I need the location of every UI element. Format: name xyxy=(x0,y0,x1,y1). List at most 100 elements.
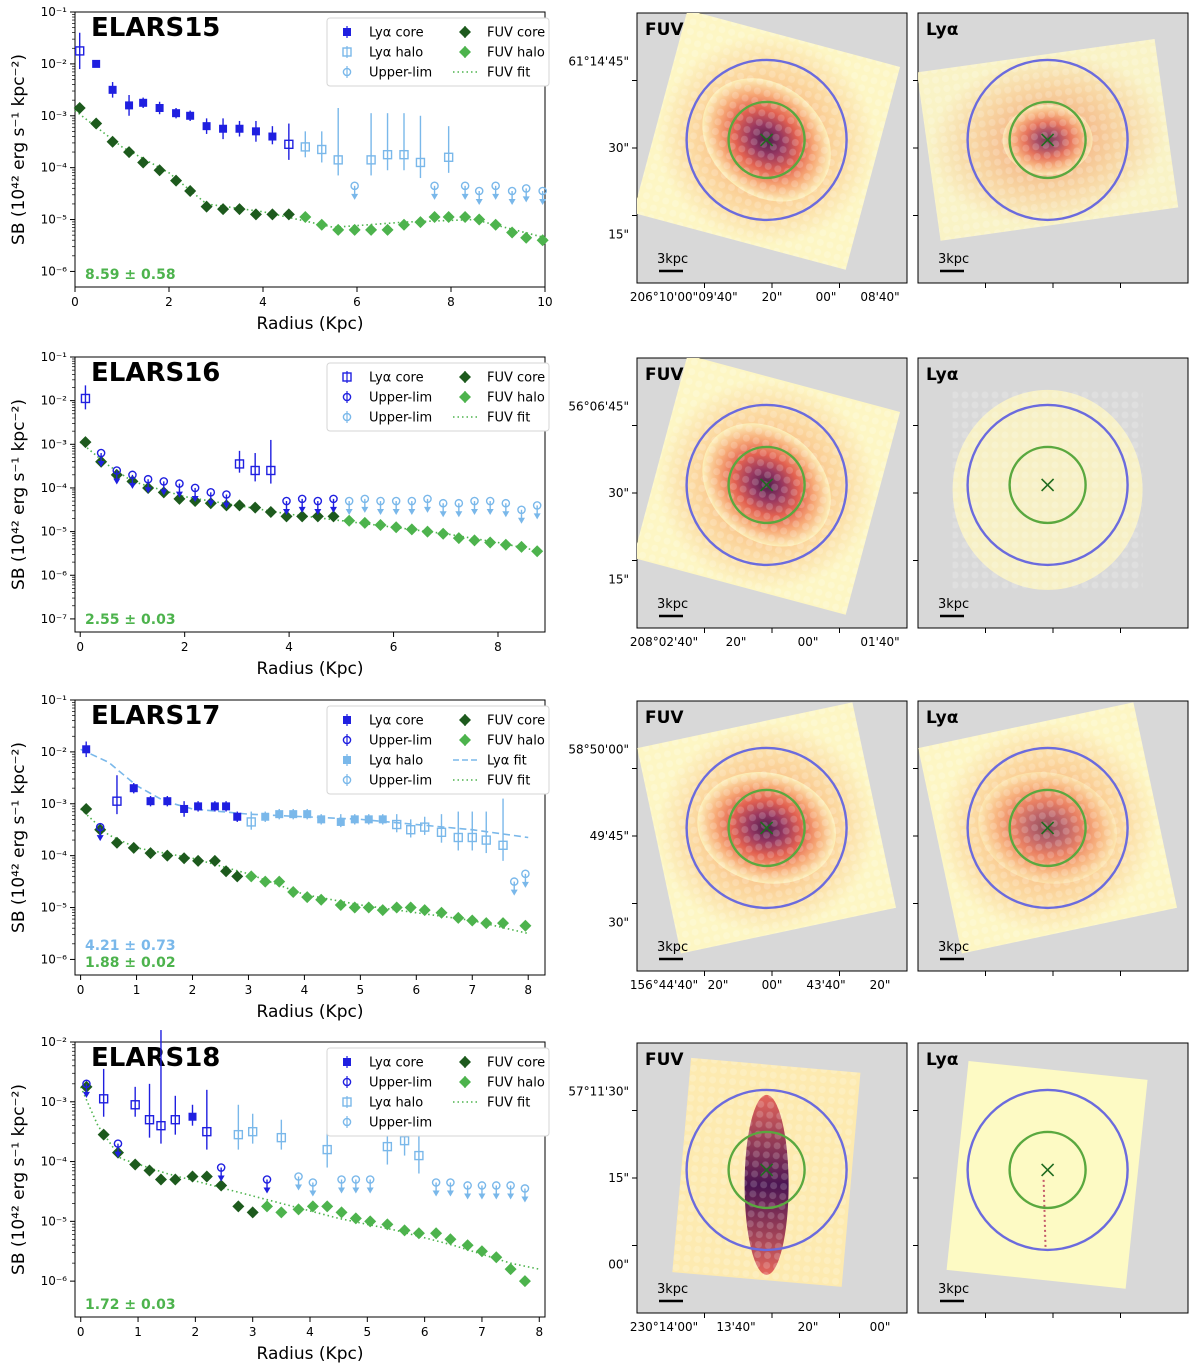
fuv-halo-point xyxy=(349,1212,362,1225)
lya-core-point xyxy=(139,98,148,107)
legend-label: FUV core xyxy=(487,1056,545,1071)
upper-limit-point xyxy=(446,1178,455,1187)
fuv-halo-point xyxy=(335,1206,348,1219)
x-tick-label: 3 xyxy=(249,1325,257,1339)
center-marker xyxy=(760,821,774,835)
upper-limit-point xyxy=(95,822,105,832)
upper-limit-point xyxy=(222,490,231,499)
lya-map-title: Lyα xyxy=(926,20,958,40)
lya-halo-point xyxy=(322,1144,332,1155)
x-tick-label: 4 xyxy=(259,295,267,309)
fuv-core-point xyxy=(110,836,123,849)
y-tick-label: 10⁻³ xyxy=(41,797,68,811)
lya-halo-point xyxy=(366,155,376,165)
upper-limit-point xyxy=(190,483,200,493)
upper-limit-point xyxy=(96,448,106,458)
lya-halo-point xyxy=(303,810,312,819)
galaxy-title: ELARS18 xyxy=(91,1043,220,1073)
legend-box xyxy=(326,362,550,432)
legend-box xyxy=(326,1047,550,1137)
lya-core-point xyxy=(202,122,211,131)
upper-limit-arrowhead xyxy=(522,196,530,203)
fuv-halo-point xyxy=(480,917,493,930)
x-tick-label: 6 xyxy=(412,983,420,997)
map-ra-label: 156°44'40" xyxy=(630,978,698,992)
fuv-core-point xyxy=(249,501,262,514)
fuv-halo-point xyxy=(275,1206,288,1219)
x-tick-label: 4 xyxy=(301,983,309,997)
upper-limit-arrowhead xyxy=(392,509,400,516)
legend-label: Lyα halo xyxy=(369,46,423,61)
scale-bar-label: 3kpc xyxy=(657,1282,688,1297)
x-tick-label: 2 xyxy=(181,640,189,654)
fuv-halo-point xyxy=(531,545,544,558)
legend-label: Lyα core xyxy=(369,1056,424,1071)
fuv-halo-point xyxy=(315,218,328,231)
map-dec-label: 30" xyxy=(608,141,629,155)
lya-halo-point xyxy=(399,1135,410,1146)
fuv-halo-point xyxy=(376,904,389,917)
lya-core-point xyxy=(112,796,122,806)
map-ra-label: 43'40" xyxy=(806,978,845,992)
fuv-core-point xyxy=(186,1170,199,1183)
outer-aperture-circle xyxy=(685,746,848,910)
upper-limit-arrowhead xyxy=(424,506,431,513)
y-tick-label: 10⁻⁶ xyxy=(41,264,68,278)
upper-limit-point xyxy=(521,869,530,879)
upper-limit-arrowhead xyxy=(533,513,541,520)
x-tick-label: 7 xyxy=(468,983,476,997)
outer-aperture-circle xyxy=(966,403,1129,567)
upper-limit-point xyxy=(82,1079,91,1089)
lya-core-point xyxy=(180,804,189,813)
upper-limit-point xyxy=(297,494,307,504)
scale-bar-label: 3kpc xyxy=(657,597,688,612)
lya-halo-point xyxy=(382,1141,393,1152)
upper-limit-arrowhead xyxy=(439,511,447,518)
lya-core-point xyxy=(125,101,134,110)
y-tick-label: 10⁻³ xyxy=(41,437,68,451)
fuv-halo-point xyxy=(287,885,300,898)
legend-label: Lyα core xyxy=(369,714,424,729)
sb-profile-plot: 0 2 4 6 8 10 10⁻⁶ 10⁻⁵ 10⁻⁴ 10⁻³ 10⁻² 10⁻¹ Radius (K… xyxy=(9,5,553,334)
map-dec-label: 61°14'45" xyxy=(568,55,629,69)
x-tick-label: 8 xyxy=(494,640,502,654)
fuv-halo-point xyxy=(390,521,403,534)
x-tick-label: 2 xyxy=(165,295,173,309)
legend-swatch xyxy=(459,714,471,726)
legend-swatch xyxy=(343,1058,351,1066)
upper-limit-arrowhead xyxy=(96,835,104,842)
map-ra-label: 13'40" xyxy=(716,1320,755,1334)
upper-limit-point xyxy=(477,1181,487,1190)
map-dec-label: 49'45" xyxy=(590,829,629,843)
row-elars15: 0 2 4 6 8 10 10⁻⁶ 10⁻⁵ 10⁻⁴ 10⁻³ 10⁻² 10⁻¹ Radius (K… xyxy=(9,5,1189,334)
outer-aperture-circle xyxy=(685,403,848,567)
inner-aperture-circle xyxy=(727,100,806,180)
fuv-halo-point xyxy=(292,1203,305,1216)
fuv-core-point xyxy=(90,117,103,130)
lya-halo-point xyxy=(392,819,402,830)
ratio-label: 4.21 ± 0.73 xyxy=(85,938,176,954)
legend-swatch xyxy=(459,391,471,403)
map-ra-label: 20" xyxy=(708,978,729,992)
upper-limit-point xyxy=(391,496,401,506)
fuv-core-point xyxy=(232,1200,245,1213)
x-tick-label: 8 xyxy=(524,983,532,997)
upper-limit-arrowhead xyxy=(217,1175,225,1182)
map-ra-label: 20" xyxy=(762,290,783,304)
scale-bar-label: 3kpc xyxy=(657,252,688,267)
upper-limit-point xyxy=(532,501,542,510)
lya-halo-point xyxy=(317,144,327,155)
x-tick-label: 6 xyxy=(353,295,361,309)
upper-limit-arrowhead xyxy=(309,1190,317,1197)
fuv-halo-point xyxy=(475,1245,488,1258)
fuv-core-point xyxy=(154,1173,167,1186)
fuv-core-point xyxy=(129,1158,142,1171)
lya-core-point xyxy=(234,459,245,469)
fuv-halo-point xyxy=(299,210,312,223)
x-tick-label: 4 xyxy=(306,1325,314,1339)
x-tick-label: 8 xyxy=(447,295,455,309)
fuv-halo-point xyxy=(259,875,272,888)
ratio-label: 1.88 ± 0.02 xyxy=(85,955,176,971)
legend-label: Upper-lim xyxy=(369,391,432,406)
fuv-halo-point xyxy=(343,514,356,527)
